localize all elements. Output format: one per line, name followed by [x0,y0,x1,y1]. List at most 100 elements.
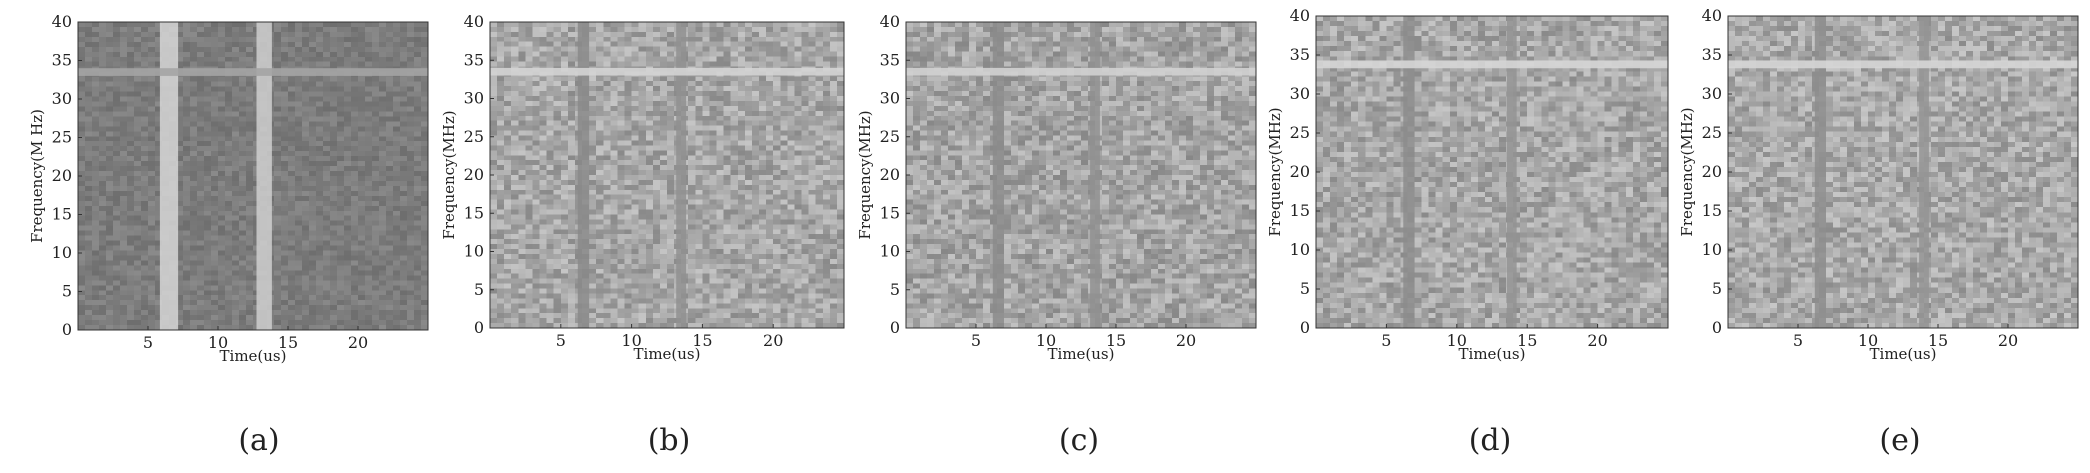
heatmap-cell [525,194,534,201]
heatmap-cell [274,161,282,167]
heatmap-cell [624,31,633,38]
heatmap-cell [560,130,569,137]
heatmap-cell [603,313,611,319]
heatmap-cell [497,308,505,314]
heatmap-cell [113,171,121,177]
heatmap-cell [497,110,505,117]
heatmap-cell [365,46,373,53]
heatmap-cell [652,105,661,112]
heatmap-cell [358,285,366,291]
heatmap-cell [407,245,415,252]
heatmap-cell [667,56,675,63]
heatmap-cell [365,106,373,113]
heatmap-cell [190,51,198,58]
heatmap-cell [567,56,576,63]
heatmap-cell [281,51,289,58]
heatmap-cell [393,41,401,48]
heatmap-cell [351,141,359,147]
heatmap-cell [358,225,366,232]
heatmap-cell [197,96,205,103]
heatmap-cell [281,111,289,117]
heatmap-cell [78,205,86,212]
heatmap-cell [659,175,668,181]
heatmap-cell [525,268,534,275]
heatmap-cell [407,200,415,207]
heatmap-cell [323,36,331,43]
heatmap-cell [183,230,191,237]
heatmap-cell [631,46,640,53]
heatmap-cell [624,288,633,295]
heatmap-cell [490,120,498,127]
heatmap-cell [393,195,401,202]
heatmap-cell [490,76,498,82]
heatmap-cell [386,185,394,192]
heatmap-cell [211,156,219,162]
heatmap-cell [659,160,668,166]
heatmap-cell [309,86,317,93]
heatmap-cell [421,280,429,286]
heatmap-cell [490,229,498,235]
heatmap-cell [281,250,289,257]
heatmap-cell [539,145,548,151]
heatmap-cell [695,22,703,28]
heatmap-cell [695,179,703,186]
heatmap-cell [525,110,534,117]
heatmap-cell [337,310,345,316]
heatmap-cell [386,156,394,162]
heatmap-cell [546,110,555,117]
heatmap-cell [134,136,142,142]
heatmap-cell [532,22,541,28]
heatmap-cell [567,160,576,166]
heatmap-cell [295,56,303,63]
heatmap-cell [246,185,254,192]
heatmap-cell [638,155,647,161]
heatmap-cell [490,91,498,97]
heatmap-cell [504,234,512,240]
heatmap-cell [274,280,282,286]
heatmap-cell [659,31,668,38]
heatmap-cell [532,263,541,270]
heatmap-cell [695,288,703,295]
heatmap-cell [365,225,373,232]
heatmap-cell [638,293,647,299]
heatmap-cell [511,125,519,132]
heatmap-cell [85,91,93,98]
heatmap-cell [211,275,219,281]
heatmap-cell [652,219,661,225]
heatmap-cell [190,166,198,172]
heatmap-cell [638,145,647,151]
heatmap-cell [92,121,100,127]
heatmap-cell [589,26,597,33]
heatmap-cell [239,235,247,242]
heatmap-cell [78,51,86,58]
heatmap-cell [295,180,303,187]
heatmap-cell [246,146,254,152]
y-tick-label: 30 [52,89,72,108]
heatmap-cell [127,225,135,232]
y-tick-label: 35 [52,51,72,70]
heatmap-cell [667,100,675,107]
heatmap-cell [560,303,569,309]
heatmap-cell [688,105,696,112]
heatmap-cell [546,313,555,319]
heatmap-cell [204,280,212,286]
heatmap-cell [330,171,338,177]
heatmap-cell [589,214,597,221]
heatmap-cell [688,189,696,196]
heatmap-cell [218,265,226,271]
heatmap-cell [239,36,247,43]
heatmap-cell [393,31,401,38]
heatmap-cell [176,205,184,212]
heatmap-cell [421,36,429,43]
heatmap-cell [688,249,696,255]
heatmap-cell [596,278,604,285]
heatmap-cell [688,204,696,211]
heatmap-cell [631,288,640,295]
heatmap-cell [295,190,303,197]
heatmap-cell [546,239,555,245]
heatmap-cell [281,220,289,227]
heatmap-cell [546,224,555,230]
heatmap-cell [218,310,226,316]
heatmap-cell [407,146,415,152]
heatmap-cell [603,36,611,43]
